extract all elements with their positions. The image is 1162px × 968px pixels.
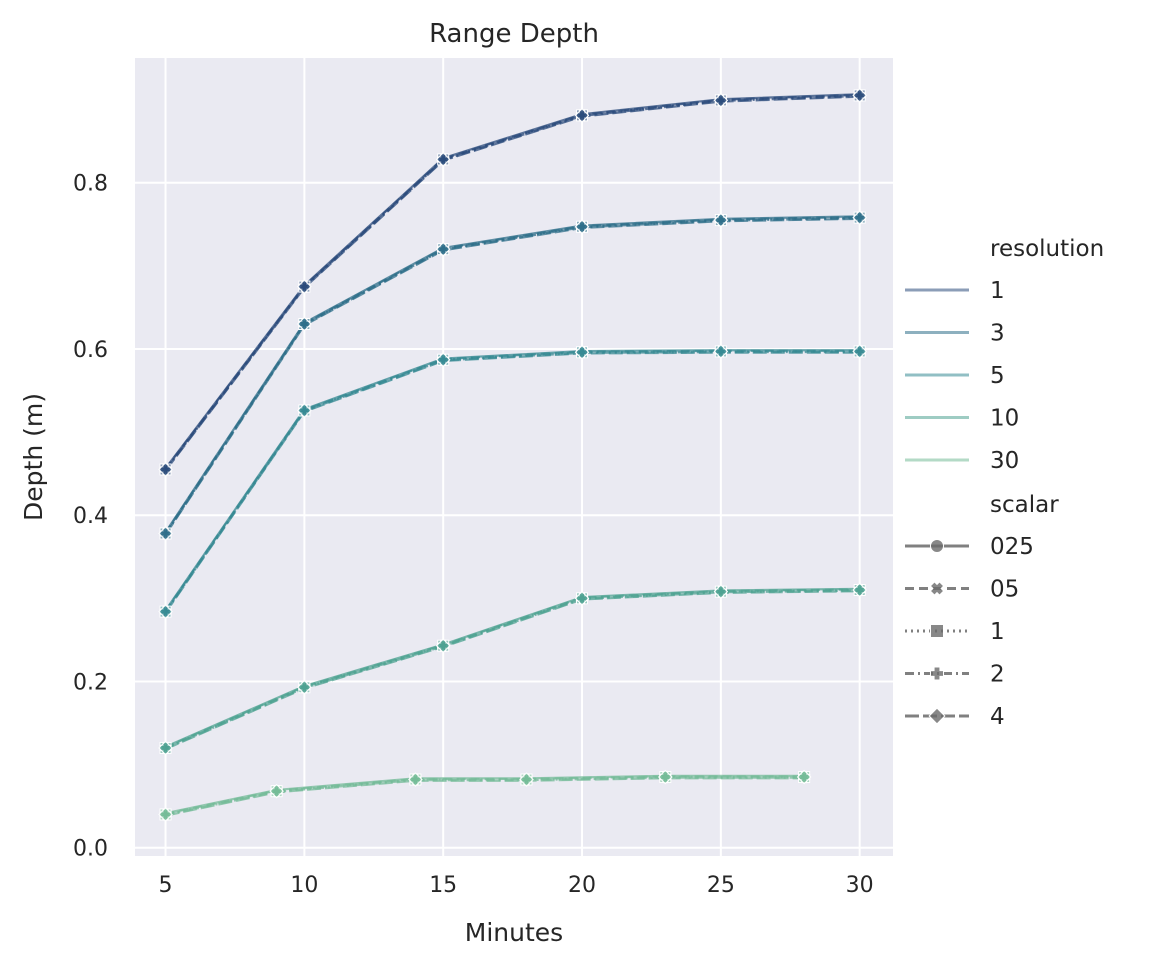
series-line-scalar-4: [164, 351, 860, 614]
legend-label: 025: [990, 534, 1034, 560]
data-point-marker: [852, 88, 867, 103]
legend-label: 1: [990, 619, 1005, 645]
data-point-marker: [435, 638, 451, 654]
x-tick-label: 15: [429, 873, 457, 898]
data-point-marker: [435, 152, 451, 167]
legend-label: 30: [990, 448, 1019, 474]
data-point-marker: [158, 526, 173, 541]
y-tick-label: 0.2: [73, 670, 108, 695]
data-point-marker: [852, 344, 867, 359]
series-resolution-10: [158, 582, 867, 756]
y-tick-label: 0.0: [73, 837, 108, 862]
chart-title: Range Depth: [429, 19, 599, 49]
data-point-marker: [297, 679, 312, 695]
legend-item-resolution: 3: [905, 321, 1005, 347]
data-point-marker: [574, 591, 590, 606]
plot-area: [135, 58, 893, 856]
legend: resolution 1 3 5 10 30 scalar 025 05 1 2 4: [905, 236, 1104, 730]
legend-marker-icon: [930, 624, 944, 638]
data-point-marker: [658, 769, 673, 785]
legend-resolution-items: 1 3 5 10 30: [905, 278, 1019, 474]
series-line-scalar-4: [164, 95, 860, 472]
x-tick-label: 5: [159, 873, 173, 898]
x-axis-title: Minutes: [465, 918, 563, 947]
legend-item-resolution: 10: [905, 406, 1019, 432]
legend-marker-icon: [929, 581, 945, 596]
legend-label: 1: [990, 278, 1005, 304]
data-point-marker: [852, 210, 867, 225]
series-resolution-1: [158, 88, 867, 477]
data-point-marker: [158, 740, 173, 756]
data-point-marker: [158, 462, 173, 477]
x-axis: 5 10 15 20 25 30: [159, 873, 874, 898]
y-axis-title: Depth (m): [19, 393, 48, 521]
series-layer: [158, 88, 867, 822]
x-tick-label: 30: [846, 873, 874, 898]
y-tick-label: 0.8: [73, 172, 108, 197]
legend-item-scalar: 05: [905, 577, 1019, 603]
series-line-scalar-05: [164, 215, 860, 534]
legend-marker-icon: [930, 666, 944, 681]
data-point-marker: [713, 344, 729, 359]
series-resolution-30: [158, 769, 812, 822]
data-point-marker: [297, 279, 312, 294]
data-point-marker: [574, 219, 590, 235]
x-tick-label: 10: [290, 873, 318, 898]
legend-title-scalar: scalar: [990, 492, 1059, 518]
legend-label: 10: [990, 406, 1019, 432]
legend-marker-icon: [928, 707, 946, 725]
legend-label: 2: [990, 662, 1005, 688]
data-point-marker: [297, 403, 312, 418]
legend-label: 05: [990, 577, 1019, 603]
data-point-marker: [435, 352, 451, 368]
legend-title-resolution: resolution: [990, 236, 1104, 262]
data-point-marker: [269, 783, 284, 799]
y-tick-label: 0.6: [73, 338, 108, 363]
series-line-scalar-4: [165, 590, 860, 751]
legend-item-scalar: 2: [905, 662, 1005, 688]
x-tick-label: 25: [707, 873, 735, 898]
legend-item-resolution: 5: [905, 363, 1005, 389]
x-tick-label: 20: [568, 873, 596, 898]
data-point-marker: [158, 604, 173, 619]
y-tick-label: 0.4: [73, 504, 108, 529]
series-resolution-5: [158, 344, 867, 619]
data-point-marker: [519, 772, 534, 787]
legend-label: 3: [990, 321, 1005, 347]
legend-item-scalar: 4: [905, 704, 1005, 730]
data-point-marker: [852, 582, 867, 598]
legend-marker-icon: [930, 539, 944, 553]
legend-scalar-items: 025 05 1 2 4: [905, 534, 1034, 730]
data-point-marker: [158, 807, 173, 822]
legend-item-scalar: 1: [905, 619, 1005, 645]
data-point-marker: [435, 241, 451, 257]
legend-label: 5: [990, 363, 1005, 389]
legend-item-resolution: 30: [905, 448, 1019, 474]
y-axis: 0.0 0.2 0.4 0.6 0.8: [73, 172, 108, 862]
series-line-scalar-05: [165, 775, 805, 815]
legend-label: 4: [990, 704, 1005, 730]
legend-item-scalar: 025: [905, 534, 1034, 560]
data-point-marker: [408, 772, 423, 787]
data-point-marker: [713, 584, 729, 599]
legend-item-resolution: 1: [905, 278, 1005, 304]
series-line-scalar-4: [164, 217, 860, 536]
series-line-scalar-4: [165, 777, 805, 817]
data-point-marker: [796, 769, 812, 785]
data-point-marker: [713, 93, 729, 108]
data-point-marker: [713, 212, 729, 228]
data-point-marker: [574, 344, 590, 360]
data-point-marker: [297, 316, 312, 332]
grid: [135, 58, 893, 856]
series-resolution-3: [158, 210, 867, 541]
series-line-scalar-05: [164, 93, 860, 470]
data-point-marker: [574, 108, 590, 123]
